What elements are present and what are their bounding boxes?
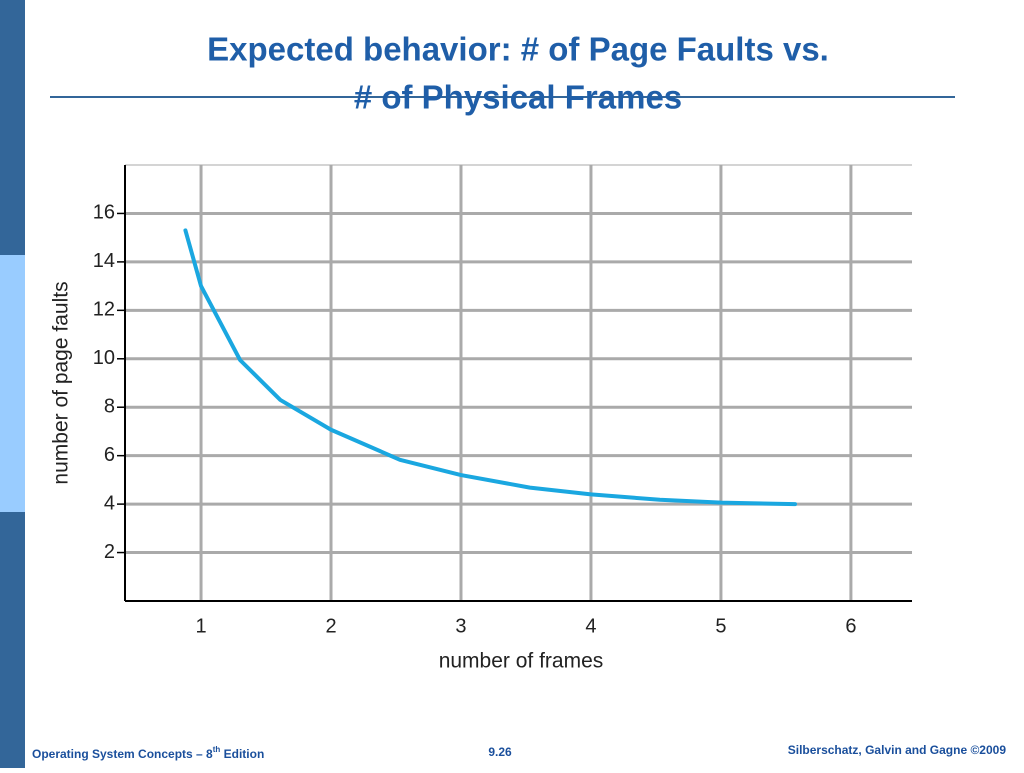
- footer-center: 9.26: [488, 745, 512, 759]
- x-tick-label: 1: [195, 615, 206, 637]
- x-tick-label: 6: [845, 615, 856, 637]
- footer-text: Operating System Concepts – 8: [32, 747, 213, 761]
- footer-text: Edition: [220, 747, 264, 761]
- y-tick-label: 2: [104, 541, 115, 563]
- sidebar-accent: [0, 255, 25, 512]
- data-line: [183, 228, 798, 507]
- y-tick-label: 10: [93, 347, 115, 369]
- plot-area: [125, 165, 912, 601]
- y-tick-label: 6: [104, 444, 115, 466]
- x-axis-label: number of frames: [439, 650, 604, 673]
- x-tick-label: 2: [325, 615, 336, 637]
- y-tick-label: 8: [104, 396, 115, 418]
- title-line: # of Physical Frames: [354, 79, 682, 116]
- footer-right: Silberschatz, Galvin and Gagne ©2009: [788, 743, 1007, 757]
- footer-sup: th: [213, 745, 221, 754]
- x-tick-label: 5: [715, 615, 726, 637]
- footer-left: Operating System Concepts – 8th Edition: [32, 745, 264, 761]
- y-tick-label: 16: [93, 202, 115, 224]
- x-tick-label: 4: [585, 615, 596, 637]
- y-tick-label: 4: [104, 492, 115, 514]
- y-axis-label: number of page faults: [50, 281, 73, 484]
- y-tick-label: 14: [93, 250, 115, 272]
- x-tick-label: 3: [455, 615, 466, 637]
- y-tick-label: 12: [93, 299, 115, 321]
- title-line: Expected behavior: # of Page Faults vs.: [207, 31, 829, 68]
